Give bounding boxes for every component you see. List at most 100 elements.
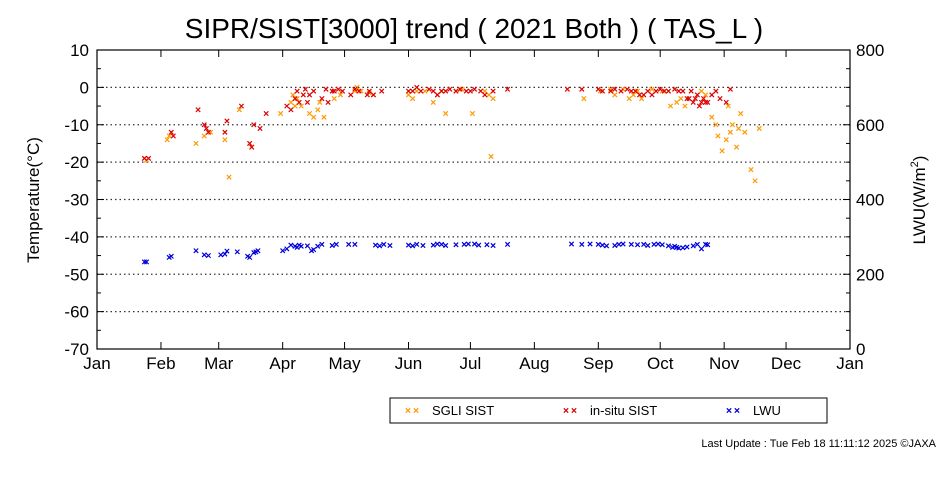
data-point xyxy=(634,242,641,248)
data-point xyxy=(490,242,496,249)
x-tick-label: Aug xyxy=(519,354,549,373)
data-point xyxy=(290,92,296,98)
data-point xyxy=(733,144,740,150)
data-point xyxy=(715,133,721,139)
legend-label: SGLI SIST xyxy=(432,403,494,418)
x-tick-label: Jan xyxy=(83,354,110,373)
data-point xyxy=(618,88,624,94)
data-point xyxy=(612,92,618,98)
data-point xyxy=(694,92,700,98)
data-point xyxy=(698,246,705,252)
data-point xyxy=(738,110,744,117)
data-point xyxy=(655,241,661,247)
data-point xyxy=(581,95,587,102)
data-point xyxy=(430,88,436,94)
data-point xyxy=(680,88,686,94)
data-point xyxy=(709,114,715,120)
x-tick-label: Jan xyxy=(836,354,863,373)
data-point xyxy=(696,103,703,109)
data-point xyxy=(603,243,610,249)
data-point xyxy=(698,99,705,105)
data-point xyxy=(686,95,692,102)
data-point xyxy=(692,95,698,102)
data-point xyxy=(459,86,465,92)
data-point xyxy=(595,241,601,247)
data-point xyxy=(443,242,449,249)
data-point xyxy=(277,110,284,117)
data-point xyxy=(727,129,733,135)
data-point xyxy=(166,133,172,139)
data-point xyxy=(335,86,341,92)
data-point xyxy=(370,92,377,98)
y2-tick-label: 0 xyxy=(856,340,865,359)
grid-lines xyxy=(97,86,850,313)
data-point xyxy=(653,88,659,94)
data-point xyxy=(238,103,245,109)
data-point xyxy=(292,103,298,109)
legend-items: SGLI SIST in-situ SIST LWU xyxy=(405,403,781,418)
data-point xyxy=(255,248,261,254)
data-point xyxy=(628,88,634,94)
data-point xyxy=(453,88,459,94)
data-point xyxy=(735,125,742,132)
data-point xyxy=(317,99,323,105)
legend-marker xyxy=(563,407,569,414)
data-point xyxy=(319,241,325,247)
data-point xyxy=(709,92,715,98)
data-point xyxy=(453,242,459,248)
data-point xyxy=(612,86,618,92)
x-tick-label: Apr xyxy=(269,354,296,373)
data-point xyxy=(620,241,626,247)
data-point xyxy=(420,242,426,249)
data-point xyxy=(364,92,370,98)
data-point xyxy=(698,88,705,94)
data-point xyxy=(682,103,688,109)
data-point xyxy=(443,110,449,117)
y-tick-label: 10 xyxy=(70,41,89,60)
y2-tick-label: 200 xyxy=(856,265,884,284)
data-point xyxy=(471,86,478,92)
data-point xyxy=(300,92,306,98)
data-point xyxy=(694,241,700,247)
data-point xyxy=(636,92,643,98)
data-point xyxy=(752,178,758,184)
data-point xyxy=(645,88,651,94)
x-tick-label: Mar xyxy=(204,354,234,373)
y-tick-label: -40 xyxy=(64,228,89,247)
data-point xyxy=(302,86,308,92)
data-point xyxy=(329,88,335,94)
data-point xyxy=(164,137,170,143)
y-axis-label: Temperature(°C) xyxy=(24,137,43,263)
data-point xyxy=(143,259,150,265)
data-point xyxy=(284,103,290,109)
y-tick-label: -20 xyxy=(64,153,89,172)
data-point xyxy=(315,107,321,113)
x-tick-labels: Jan Feb Mar Apr May Jun Jul Aug Sep Oct Nov Dec Jan xyxy=(83,354,863,373)
data-point xyxy=(288,107,294,113)
data-point xyxy=(639,95,645,102)
data-point xyxy=(680,245,686,251)
data-point xyxy=(294,95,300,102)
legend-marker xyxy=(726,407,732,414)
data-point xyxy=(632,88,639,94)
data-point xyxy=(482,92,488,98)
data-point xyxy=(723,137,729,143)
data-point xyxy=(723,99,729,105)
data-points xyxy=(141,84,762,265)
data-point xyxy=(203,125,209,132)
data-point xyxy=(504,86,511,92)
data-point xyxy=(379,88,385,94)
data-point xyxy=(657,86,663,92)
data-point xyxy=(659,242,665,248)
data-point xyxy=(247,140,253,147)
data-point xyxy=(141,155,148,162)
data-point xyxy=(727,86,733,92)
data-point xyxy=(304,243,311,249)
data-point xyxy=(372,242,379,248)
data-point xyxy=(288,99,294,105)
data-point xyxy=(323,86,329,92)
data-point xyxy=(414,241,420,247)
data-point xyxy=(678,95,684,102)
data-point xyxy=(377,243,383,249)
data-point xyxy=(587,241,593,247)
